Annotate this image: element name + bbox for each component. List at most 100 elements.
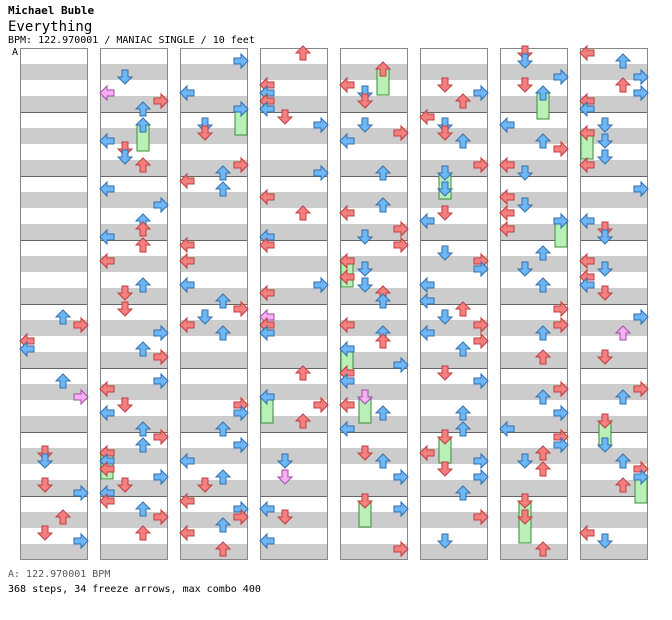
beat-stripe [500, 256, 568, 272]
step-arrow [374, 197, 392, 213]
beat-stripe [260, 192, 328, 208]
beat-stripe [580, 224, 648, 240]
beat-stripe [500, 192, 568, 208]
beat-stripe [420, 384, 488, 400]
beat-stripe [420, 160, 488, 176]
beat-stripe [20, 128, 88, 144]
step-arrow [233, 156, 249, 174]
beat-stripe [20, 544, 88, 560]
beat-stripe [420, 64, 488, 80]
step-arrow [179, 276, 195, 294]
beat-stripe [500, 544, 568, 560]
beat-stripe [100, 224, 168, 240]
segment-label: A [12, 47, 19, 58]
step-arrow [99, 380, 115, 398]
step-arrow [313, 116, 329, 134]
step-arrow [596, 413, 614, 429]
beat-stripe [420, 480, 488, 496]
step-arrow [596, 285, 614, 301]
step-arrow [393, 236, 409, 254]
beat-stripe [260, 544, 328, 560]
beat-stripe [260, 288, 328, 304]
step-arrow [153, 468, 169, 486]
step-arrow [214, 293, 232, 309]
beat-stripe [500, 288, 568, 304]
beat-stripe [340, 160, 408, 176]
beat-stripe [20, 448, 88, 464]
step-arrow [393, 220, 409, 238]
beat-stripe [100, 96, 168, 112]
beat-stripe [20, 512, 88, 528]
step-arrow [614, 477, 632, 493]
beat-stripe [500, 384, 568, 400]
beat-stripe [420, 544, 488, 560]
beat-stripe [20, 416, 88, 432]
step-arrow [153, 372, 169, 390]
step-arrow [534, 461, 552, 477]
step-arrow [179, 452, 195, 470]
step-arrow [134, 421, 152, 437]
step-arrow [116, 285, 134, 301]
step-arrow [339, 132, 355, 150]
beat-stripe [100, 320, 168, 336]
step-arrow [54, 509, 72, 525]
song-title: Everything [8, 19, 93, 35]
step-arrow [313, 164, 329, 182]
step-arrow [339, 396, 355, 414]
step-arrow [516, 53, 534, 69]
step-arrow [339, 204, 355, 222]
beat-stripe [180, 224, 248, 240]
step-arrow [313, 276, 329, 294]
step-arrow [614, 77, 632, 93]
step-arrow [633, 468, 649, 486]
beat-stripe [20, 256, 88, 272]
step-arrow [579, 212, 595, 230]
step-arrow [214, 469, 232, 485]
bpm-summary: A: 122.970001 BPM [8, 569, 111, 580]
step-arrow [596, 533, 614, 549]
step-arrow [579, 252, 595, 270]
beat-stripe [420, 224, 488, 240]
step-arrow [294, 413, 312, 429]
step-arrow [214, 325, 232, 341]
beat-stripe [100, 288, 168, 304]
beat-stripe [180, 544, 248, 560]
beat-stripe [340, 288, 408, 304]
step-arrow [596, 349, 614, 365]
step-arrow [436, 125, 454, 141]
beat-stripe [100, 160, 168, 176]
step-arrow [134, 525, 152, 541]
step-arrow [99, 132, 115, 150]
step-arrow [233, 52, 249, 70]
step-arrow [339, 316, 355, 334]
beat-stripe [500, 416, 568, 432]
step-arrow [596, 133, 614, 149]
step-arrow [116, 477, 134, 493]
beat-stripe [340, 384, 408, 400]
step-arrow [116, 69, 134, 85]
step-arrow [214, 181, 232, 197]
beat-stripe [580, 128, 648, 144]
beat-stripe [420, 288, 488, 304]
beat-stripe [20, 384, 88, 400]
beat-stripe [260, 448, 328, 464]
beat-stripe [580, 416, 648, 432]
step-arrow [393, 500, 409, 518]
beat-stripe [260, 224, 328, 240]
beat-stripe [420, 96, 488, 112]
step-arrow [553, 316, 569, 334]
beat-stripe [340, 224, 408, 240]
step-statistics: 368 steps, 34 freeze arrows, max combo 4… [8, 584, 261, 595]
step-arrow [393, 356, 409, 374]
step-arrow [179, 316, 195, 334]
step-arrow [436, 205, 454, 221]
step-arrow [179, 252, 195, 270]
step-arrow [233, 404, 249, 422]
step-arrow [473, 332, 489, 350]
step-arrow [454, 405, 472, 421]
beat-stripe [180, 288, 248, 304]
step-arrow [633, 180, 649, 198]
beat-stripe [260, 128, 328, 144]
beat-stripe [340, 64, 408, 80]
chart-info: BPM: 122.970001 / MANIAC SINGLE / 10 fee… [8, 35, 255, 46]
